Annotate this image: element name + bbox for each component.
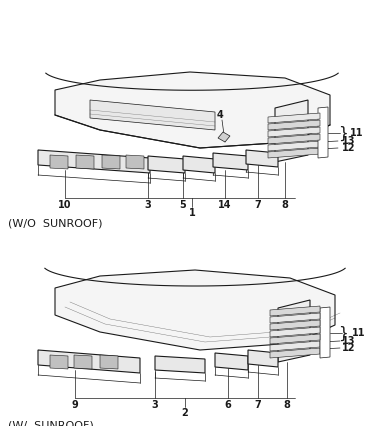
- Polygon shape: [50, 355, 68, 369]
- Polygon shape: [183, 156, 215, 173]
- Polygon shape: [320, 307, 330, 358]
- Polygon shape: [318, 107, 328, 158]
- Text: 11: 11: [352, 328, 365, 338]
- Text: 10: 10: [58, 200, 72, 210]
- Polygon shape: [100, 355, 118, 369]
- Text: 7: 7: [255, 400, 261, 410]
- Polygon shape: [215, 353, 248, 370]
- Polygon shape: [74, 355, 92, 369]
- Text: 4: 4: [217, 110, 223, 120]
- Polygon shape: [268, 148, 320, 158]
- Text: 6: 6: [224, 400, 231, 410]
- Polygon shape: [213, 153, 248, 170]
- Text: 5: 5: [180, 200, 187, 210]
- Text: 9: 9: [72, 400, 79, 410]
- Polygon shape: [278, 300, 310, 362]
- Polygon shape: [38, 150, 150, 173]
- Text: 2: 2: [182, 408, 188, 418]
- Polygon shape: [218, 132, 230, 142]
- Text: 13: 13: [342, 136, 355, 146]
- Polygon shape: [270, 334, 320, 344]
- Polygon shape: [90, 100, 215, 130]
- Text: 3: 3: [152, 400, 159, 410]
- Text: (W/  SUNROOF): (W/ SUNROOF): [8, 420, 94, 426]
- Text: 8: 8: [283, 400, 290, 410]
- Text: 13: 13: [342, 336, 355, 346]
- Polygon shape: [55, 72, 330, 148]
- Polygon shape: [155, 356, 205, 373]
- Polygon shape: [268, 127, 320, 137]
- Polygon shape: [248, 350, 278, 367]
- Text: 14: 14: [218, 200, 232, 210]
- Text: 7: 7: [255, 200, 261, 210]
- Text: 8: 8: [282, 200, 288, 210]
- Text: (W/O  SUNROOF): (W/O SUNROOF): [8, 218, 103, 228]
- Polygon shape: [38, 350, 140, 373]
- Polygon shape: [270, 348, 320, 358]
- Polygon shape: [268, 141, 320, 151]
- Polygon shape: [102, 155, 120, 169]
- Polygon shape: [268, 120, 320, 130]
- Polygon shape: [246, 150, 278, 167]
- Text: 1: 1: [188, 208, 195, 218]
- Polygon shape: [148, 156, 185, 173]
- Text: 12: 12: [342, 343, 355, 353]
- Polygon shape: [268, 134, 320, 144]
- Polygon shape: [55, 270, 335, 350]
- Polygon shape: [270, 327, 320, 337]
- Text: 12: 12: [342, 143, 355, 153]
- Text: }: }: [338, 325, 348, 341]
- Polygon shape: [270, 306, 320, 316]
- Text: 3: 3: [145, 200, 151, 210]
- Polygon shape: [275, 100, 308, 162]
- Text: }: }: [338, 125, 348, 141]
- Polygon shape: [270, 313, 320, 323]
- Text: 11: 11: [350, 128, 363, 138]
- Polygon shape: [270, 341, 320, 351]
- Polygon shape: [126, 155, 144, 169]
- Polygon shape: [76, 155, 94, 169]
- Polygon shape: [50, 155, 68, 169]
- Polygon shape: [270, 320, 320, 330]
- Polygon shape: [268, 113, 320, 123]
